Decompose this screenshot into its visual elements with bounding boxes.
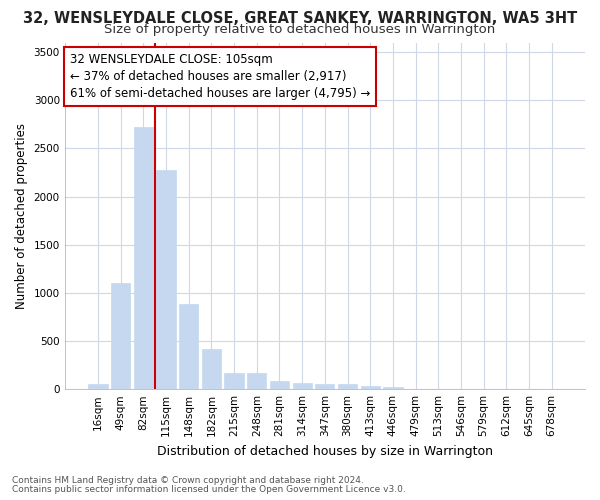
Bar — [224, 373, 244, 389]
Text: Contains HM Land Registry data © Crown copyright and database right 2024.: Contains HM Land Registry data © Crown c… — [12, 476, 364, 485]
Bar — [134, 127, 153, 389]
Bar — [338, 384, 357, 389]
Bar — [315, 384, 334, 389]
Text: Size of property relative to detached houses in Warrington: Size of property relative to detached ho… — [104, 24, 496, 36]
Bar — [293, 384, 312, 389]
Text: 32, WENSLEYDALE CLOSE, GREAT SANKEY, WARRINGTON, WA5 3HT: 32, WENSLEYDALE CLOSE, GREAT SANKEY, WAR… — [23, 11, 577, 26]
Text: Contains public sector information licensed under the Open Government Licence v3: Contains public sector information licen… — [12, 485, 406, 494]
Bar — [247, 374, 266, 389]
X-axis label: Distribution of detached houses by size in Warrington: Distribution of detached houses by size … — [157, 444, 493, 458]
Bar — [202, 349, 221, 389]
Bar — [270, 380, 289, 389]
Y-axis label: Number of detached properties: Number of detached properties — [15, 123, 28, 309]
Bar — [383, 387, 403, 389]
Bar — [88, 384, 107, 389]
Bar — [157, 170, 176, 389]
Bar — [111, 284, 130, 389]
Bar — [179, 304, 199, 389]
Text: 32 WENSLEYDALE CLOSE: 105sqm
← 37% of detached houses are smaller (2,917)
61% of: 32 WENSLEYDALE CLOSE: 105sqm ← 37% of de… — [70, 53, 370, 100]
Bar — [361, 386, 380, 389]
